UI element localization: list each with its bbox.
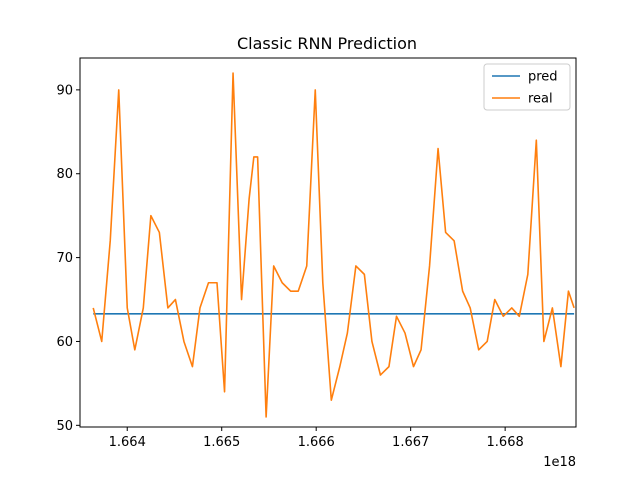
legend: pred real [483,63,571,111]
y-tick-label: 50 [56,419,73,434]
y-tick-label: 80 [56,167,73,182]
plot-frame [79,57,577,428]
legend-label-real: real [528,92,553,107]
x-tick-label: 1.664 [109,435,146,450]
series-layer [92,72,575,418]
chart-title: Classic RNN Prediction [237,34,417,53]
x-tick-label: 1.667 [392,435,429,450]
x-offset-label: 1e18 [543,455,576,470]
x-tick-label: 1.666 [298,435,335,450]
legend-label-pred: pred [528,70,558,85]
y-tick-label: 90 [56,83,73,98]
y-axis: 50 60 70 80 90 [56,83,80,434]
y-tick-label: 70 [56,251,73,266]
series-line-real [92,72,575,418]
x-tick-label: 1.665 [203,435,240,450]
x-tick-label: 1.668 [487,435,524,450]
x-axis: 1.664 1.665 1.666 1.667 1.668 [109,427,524,450]
y-tick-label: 60 [56,335,73,350]
